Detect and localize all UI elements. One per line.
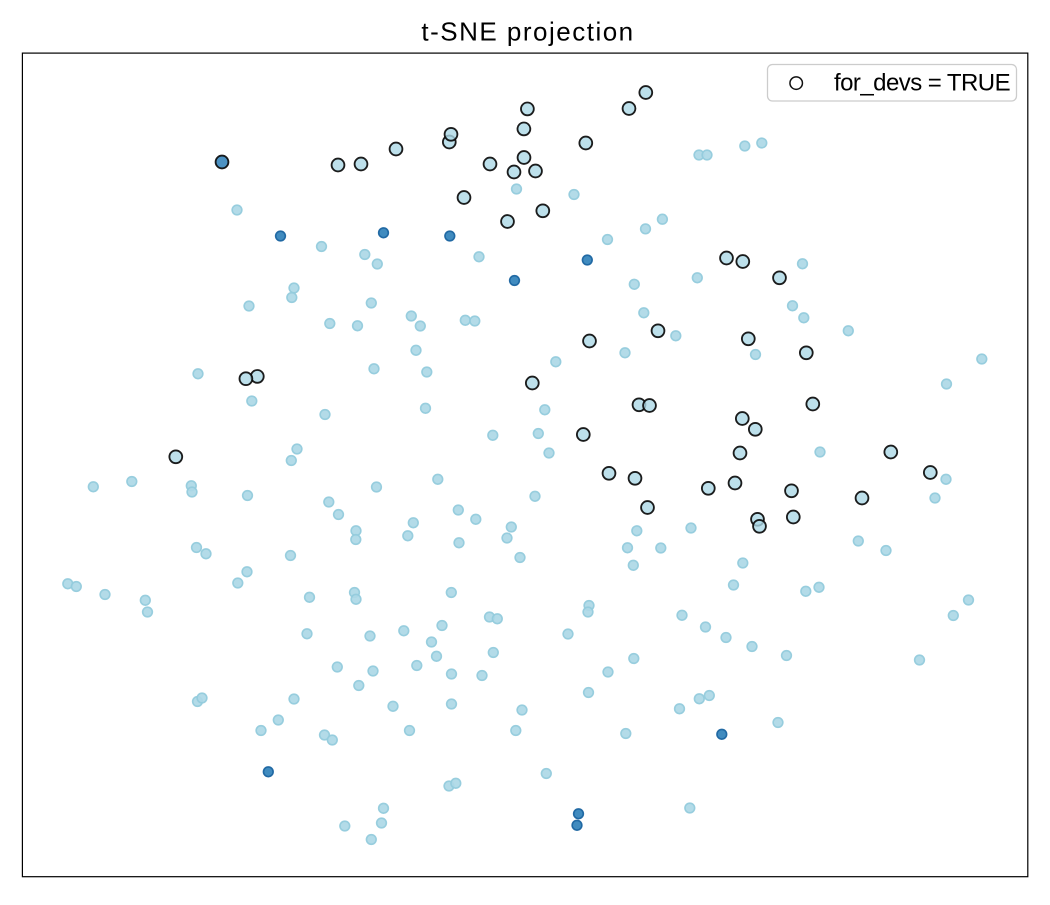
svg-text:t-SNE projection: t-SNE projection	[421, 17, 634, 47]
svg-text:for_devs = TRUE: for_devs = TRUE	[834, 70, 1010, 97]
